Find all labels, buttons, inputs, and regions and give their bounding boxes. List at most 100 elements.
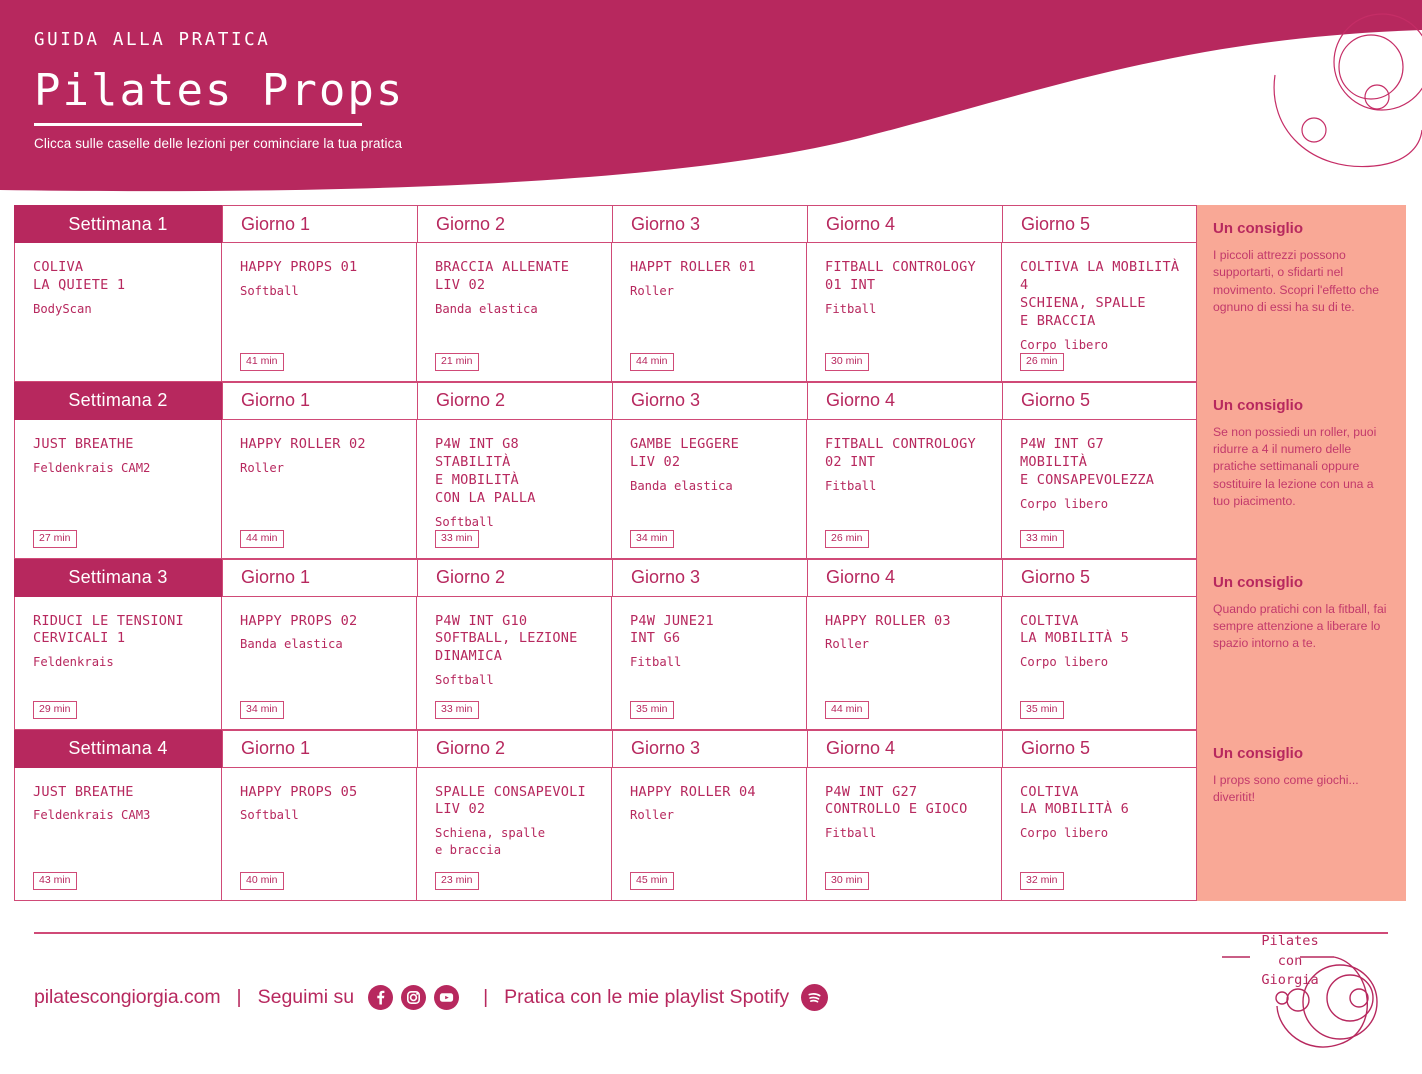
day-header-5: Giorno 5 <box>1002 729 1197 768</box>
lesson-title: HAPPY PROPS 05 <box>240 783 358 800</box>
lesson-prop: Banda elastica <box>240 637 343 652</box>
lesson-title: HAPPY PROPS 01 <box>240 259 358 275</box>
week-label: Settimana 2 <box>14 381 222 420</box>
lesson-title: P4W INT G27 CONTROLLO E GIOCO <box>825 783 968 818</box>
lesson-cell-day-5[interactable]: P4W INT G7 MOBILITÀ E CONSAPEVOLEZZA Corp… <box>1002 419 1197 559</box>
duration-badge: 33 min <box>1020 529 1064 548</box>
lesson-cell-day-3[interactable]: GAMBE LEGGERE LIV 02 Banda elastica 34 min <box>612 419 807 559</box>
tip-text: Se non possiedi un roller, puoi ridurre … <box>1213 424 1377 509</box>
lesson-prop: Fitball <box>825 478 877 493</box>
follow-label: Seguimi su <box>257 986 355 1008</box>
day-header-3: Giorno 3 <box>612 558 807 597</box>
week-block: Settimana 4 Giorno 1 Giorno 2 Giorno 3 Giorn… <box>14 729 1408 901</box>
lesson-cell-day-5[interactable]: COLTIVA LA MOBILITÀ 6 Corpo libero 32 min <box>1002 767 1197 901</box>
lesson-title: P4W INT G10 SOFTBALL, LEZIONE DINAMICA <box>435 612 578 665</box>
decorative-circles-top <box>1273 13 1422 168</box>
lesson-prop: Fitball <box>825 301 877 316</box>
duration-badge: 26 min <box>1020 353 1064 371</box>
duration-badge: 33 min <box>435 529 479 548</box>
facebook-icon[interactable] <box>368 985 394 1010</box>
spotify-icon[interactable] <box>801 984 829 1011</box>
lesson-title: GAMBE LEGGERE LIV 02 <box>630 435 739 470</box>
lesson-prop: Banda elastica <box>630 478 733 493</box>
duration-badge: 45 min <box>630 871 674 890</box>
duration-badge: 33 min <box>435 700 479 719</box>
lesson-title: COLTIVA LA MOBILITÀ 6 <box>1020 783 1129 818</box>
lesson-cell-day-3[interactable]: P4W JUNE21 INT G6 Fitball 35 min <box>612 596 807 730</box>
day-header-4: Giorno 4 <box>807 729 1002 768</box>
lesson-title: COLTIVA LA MOBILITÀ 5 <box>1020 612 1129 647</box>
header-wave-background <box>0 0 1422 192</box>
brand-logo: Pilates con Giorgia <box>1222 920 1402 1070</box>
page-title: Pilates Props <box>34 65 405 116</box>
lesson-cell-day-1[interactable]: HAPPY ROLLER 02 Roller 44 min <box>222 419 417 559</box>
lesson-prop: Roller <box>240 460 285 475</box>
website-link[interactable]: pilatescongiorgia.com <box>34 986 221 1008</box>
lesson-prop: Corpo libero <box>1020 496 1109 511</box>
duration-badge: 26 min <box>825 529 869 548</box>
lesson-title: RIDUCI LE TENSIONI CERVICALI 1 <box>33 612 184 647</box>
lesson-title: FITBALL CONTROLOGY 01 INT <box>825 259 976 293</box>
day-header-1: Giorno 1 <box>222 205 417 243</box>
youtube-icon[interactable] <box>434 985 460 1010</box>
duration-badge: 43 min <box>33 871 77 890</box>
duration-badge: 40 min <box>240 871 284 890</box>
week-lesson-cell[interactable]: JUST BREATHE Feldenkrais CAM2 27 min <box>14 419 222 559</box>
lesson-title: HAPPY ROLLER 02 <box>240 435 366 452</box>
lesson-cell-day-4[interactable]: FITBALL CONTROLOGY 02 INT Fitball 26 min <box>807 419 1002 559</box>
week-header-row: Settimana 2 Giorno 1 Giorno 2 Giorno 3 Giorn… <box>14 381 1408 420</box>
duration-badge: 44 min <box>825 700 869 719</box>
lesson-cell-day-2[interactable]: SPALLE CONSAPEVOLI LIV 02 Schiena, spalle… <box>417 767 612 901</box>
header-subtitle: Clicca sulle caselle delle lezioni per c… <box>34 135 403 151</box>
lesson-cell-day-1[interactable]: HAPPY PROPS 01 Softball 41 min <box>222 243 417 382</box>
duration-badge: 21 min <box>435 353 479 371</box>
lesson-title: P4W INT G8 STABILITÀ E MOBILITÀ CON LA P… <box>435 435 536 506</box>
week-lesson-cell[interactable]: RIDUCI LE TENSIONI CERVICALI 1 Feldenkrai… <box>14 596 222 730</box>
lesson-cell-day-2[interactable]: P4W INT G10 SOFTBALL, LEZIONE DINAMICA So… <box>417 596 612 730</box>
duration-badge: 32 min <box>1020 871 1064 890</box>
day-header-3: Giorno 3 <box>612 381 807 420</box>
duration-badge: 34 min <box>240 700 284 719</box>
tip-text: Quando pratichi con la fitball, fai semp… <box>1213 601 1387 651</box>
week-lesson-cell[interactable]: JUST BREATHE Feldenkrais CAM3 43 min <box>14 767 222 901</box>
lesson-cell-day-5[interactable]: COLTIVA LA MOBILITÀ 4 SCHIENA, SPALLE E … <box>1002 243 1197 382</box>
lesson-cell-day-1[interactable]: HAPPY PROPS 05 Softball 40 min <box>222 767 417 901</box>
tip-heading: Un consiglio <box>1197 558 1406 597</box>
instagram-icon[interactable] <box>401 985 427 1010</box>
lesson-title: P4W INT G7 MOBILITÀ E CONSAPEVOLEZZA <box>1020 435 1155 488</box>
day-header-5: Giorno 5 <box>1002 558 1197 597</box>
day-header-1: Giorno 1 <box>222 558 417 597</box>
lesson-prop: Corpo libero <box>1020 337 1109 352</box>
week-body-row: JUST BREATHE Feldenkrais CAM3 43 min HAPPY … <box>14 767 1408 901</box>
day-header-5: Giorno 5 <box>1002 205 1197 243</box>
lesson-prop: Softball <box>240 283 299 298</box>
lesson-cell-day-3[interactable]: HAPPT ROLLER 01 Roller 44 min <box>612 243 807 382</box>
lesson-cell-day-3[interactable]: HAPPY ROLLER 04 Roller 45 min <box>612 767 807 901</box>
lesson-title: COLTIVA LA MOBILITÀ 4 SCHIENA, SPALLE E … <box>1020 259 1180 329</box>
week-body-row: JUST BREATHE Feldenkrais CAM2 27 min HAPPY … <box>14 419 1408 559</box>
lesson-cell-day-4[interactable]: P4W INT G27 CONTROLLO E GIOCO Fitball 30 m… <box>807 767 1002 901</box>
duration-badge: 44 min <box>630 353 674 371</box>
day-header-2: Giorno 2 <box>417 205 612 243</box>
day-header-2: Giorno 2 <box>417 381 612 420</box>
lesson-prop: BodyScan <box>33 301 92 316</box>
lesson-cell-day-2[interactable]: BRACCIA ALLENATE LIV 02 Banda elastica 21 … <box>417 243 612 382</box>
duration-badge: 27 min <box>33 529 77 548</box>
lesson-cell-day-4[interactable]: FITBALL CONTROLOGY 01 INT Fitball 30 min <box>807 243 1002 382</box>
lesson-cell-day-4[interactable]: HAPPY ROLLER 03 Roller 44 min <box>807 596 1002 730</box>
lesson-title: JUST BREATHE <box>33 435 134 452</box>
duration-badge: 44 min <box>240 529 284 548</box>
duration-badge: 30 min <box>825 871 869 890</box>
tip-heading: Un consiglio <box>1197 381 1406 420</box>
logo-circles-icon <box>1222 956 1378 1048</box>
week-lesson-cell[interactable]: COLIVA LA QUIETE 1 BodyScan <box>14 243 222 382</box>
tip-cell: I props sono come giochi... diveritit! <box>1197 767 1406 901</box>
lesson-cell-day-1[interactable]: HAPPY PROPS 02 Banda elastica 34 min <box>222 596 417 730</box>
lesson-prop: Corpo libero <box>1020 826 1109 841</box>
duration-badge: 35 min <box>630 700 674 719</box>
page-footer: pilatescongiorgia.com | Seguimi su | Pra… <box>0 932 1422 1066</box>
lesson-cell-day-5[interactable]: COLTIVA LA MOBILITÀ 5 Corpo libero 35 min <box>1002 596 1197 730</box>
day-header-3: Giorno 3 <box>612 205 807 243</box>
lesson-title: P4W JUNE21 INT G6 <box>630 612 714 647</box>
lesson-cell-day-2[interactable]: P4W INT G8 STABILITÀ E MOBILITÀ CON LA P… <box>417 419 612 559</box>
